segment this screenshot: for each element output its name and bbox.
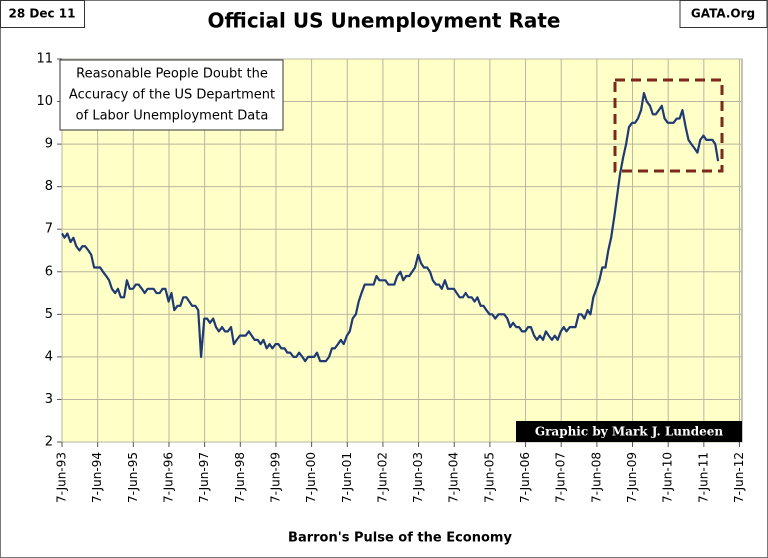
source-label: GATA.Org	[691, 7, 755, 21]
marks	[61, 91, 720, 363]
x-tick-label: 7-Jun-94	[90, 452, 104, 503]
annotation-line: Accuracy of the US Department	[69, 88, 275, 103]
x-tick-label: 7-Jun-99	[268, 452, 282, 503]
x-tick-label: 7-Jun-01	[340, 452, 354, 503]
x-tick-label: 7-Jun-08	[589, 452, 603, 503]
y-tick-label: 8	[45, 179, 53, 194]
x-tick-label: 7-Jun-04	[447, 452, 461, 503]
x-tick-label: 7-Jun-10	[661, 452, 675, 503]
credit-box	[516, 421, 742, 442]
chart-title: Official US Unemployment Rate	[208, 9, 561, 33]
annotation-line: of Labor Unemployment Data	[76, 109, 269, 124]
y-tick-label: 6	[45, 264, 53, 279]
source-box	[679, 0, 768, 28]
x-tick-label: 7-Jun-07	[554, 452, 568, 503]
y-tick-label: 2	[45, 435, 53, 450]
x-tick-label: 7-Jun-96	[161, 452, 175, 503]
y-tick-label: 3	[45, 392, 53, 407]
x-tick-label: 7-Jun-11	[696, 452, 710, 503]
x-tick-label: 7-Jun-09	[625, 452, 639, 503]
annotation-line: Reasonable People Doubt the	[76, 67, 268, 82]
x-tick-label: 7-Jun-98	[233, 452, 247, 503]
y-tick-label: 11	[36, 52, 53, 67]
x-tick-label: 7-Jun-02	[375, 452, 389, 503]
y-tick-label: 4	[45, 349, 53, 364]
annotation-box	[59, 59, 284, 131]
date-box	[0, 0, 85, 28]
x-tick-label: 7-Jun-00	[304, 452, 318, 503]
x-tick-label: 7-Jun-06	[518, 452, 532, 503]
highlight-box	[613, 78, 724, 173]
x-tick-label: 7-Jun-12	[732, 452, 746, 503]
x-tick-label: 7-Jun-97	[197, 452, 211, 503]
y-tick-label: 7	[45, 222, 53, 237]
x-tick-label: 7-Jun-93	[55, 452, 69, 503]
x-tick-label: 7-Jun-05	[482, 452, 496, 503]
y-tick-label: 10	[36, 94, 53, 109]
x-tick-label: 7-Jun-03	[411, 452, 425, 503]
credit: Graphic by Mark J. Lundeen	[535, 425, 724, 439]
date-label: 28 Dec 11	[9, 7, 76, 21]
y-tick-label: 5	[45, 307, 53, 322]
x-axis-label: Barron's Pulse of the Economy	[288, 531, 512, 546]
grid: 2 3 4 5 6 7 8 9 10 11 7-Jun-93 7-Jun-94 7-Jun-95 7-Ju…	[36, 52, 746, 503]
line	[61, 91, 720, 363]
y-tick-label: 9	[45, 137, 53, 152]
x-tick-label: 7-Jun-95	[126, 452, 140, 503]
